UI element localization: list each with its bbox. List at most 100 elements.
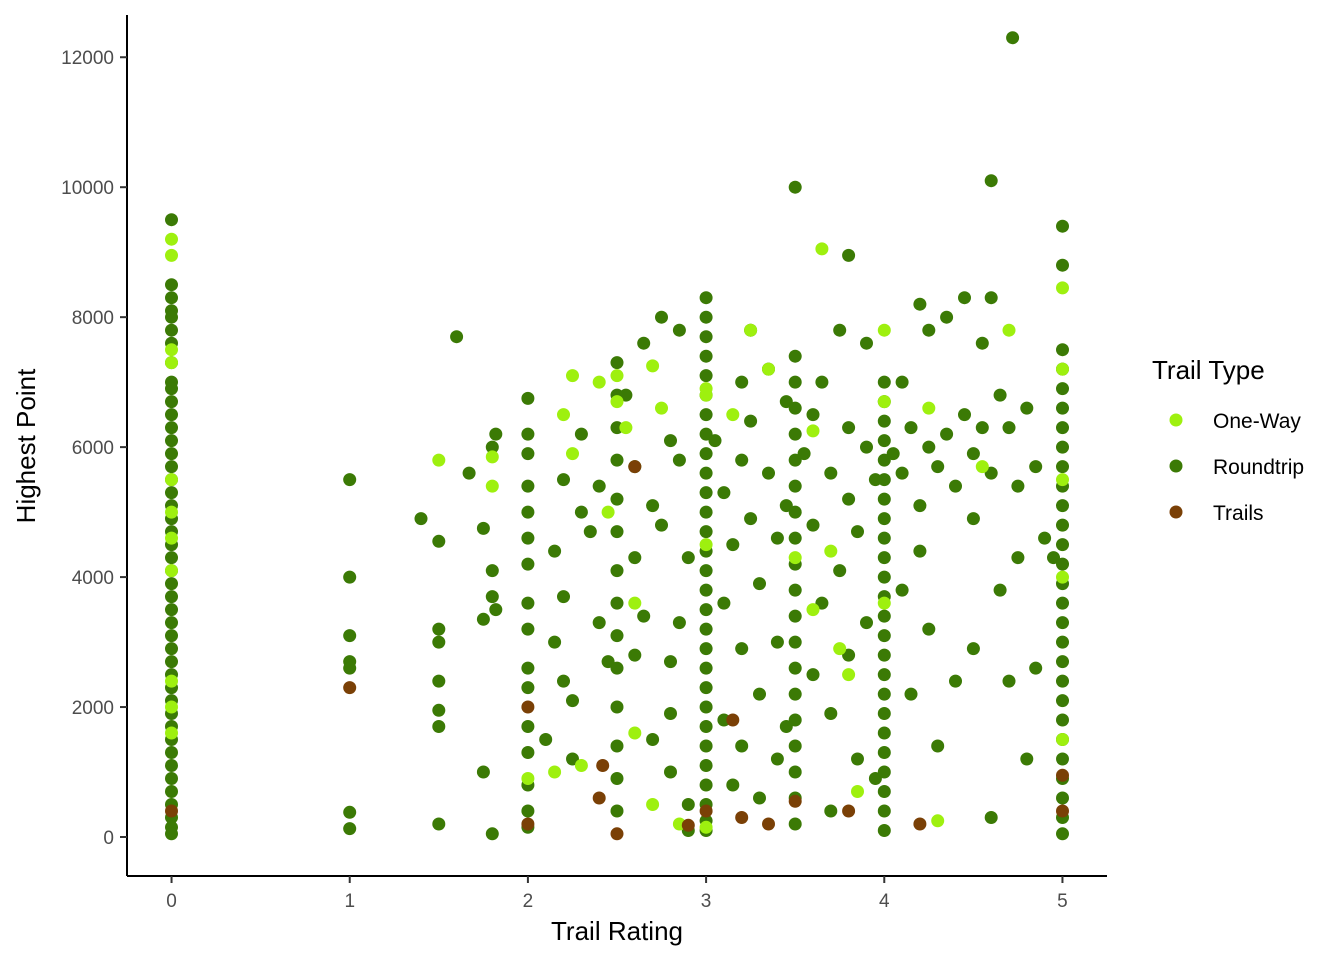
data-point [1056, 675, 1069, 688]
data-point [557, 473, 570, 486]
data-point [584, 525, 597, 538]
data-point [1056, 460, 1069, 473]
data-point [165, 727, 178, 740]
data-point [931, 814, 944, 827]
data-point [958, 408, 971, 421]
data-point [521, 805, 534, 818]
data-point [557, 590, 570, 603]
data-point [1056, 571, 1069, 584]
y-tick-label: 0 [103, 828, 114, 849]
data-point [878, 434, 891, 447]
data-point [343, 629, 356, 642]
data-point [1056, 558, 1069, 571]
data-point [593, 376, 606, 389]
y-axis-title: Highest Point [11, 368, 41, 523]
data-point [744, 324, 757, 337]
data-point [1056, 519, 1069, 532]
data-point [1011, 480, 1024, 493]
data-point [1020, 402, 1033, 415]
x-tick-label: 5 [1057, 891, 1068, 912]
data-point [807, 668, 820, 681]
data-point [165, 473, 178, 486]
data-point [940, 311, 953, 324]
data-point [611, 369, 624, 382]
data-point [1056, 636, 1069, 649]
data-point [611, 395, 624, 408]
data-point [165, 213, 178, 226]
data-point [165, 291, 178, 304]
data-point [1003, 324, 1016, 337]
data-point [566, 369, 579, 382]
data-point [521, 428, 534, 441]
data-point [619, 421, 632, 434]
data-point [1056, 694, 1069, 707]
data-point [789, 551, 802, 564]
data-point [432, 704, 445, 717]
data-point [922, 623, 935, 636]
data-point [700, 821, 713, 834]
data-point [789, 181, 802, 194]
data-point [489, 428, 502, 441]
data-point [165, 434, 178, 447]
data-point [165, 746, 178, 759]
data-point [611, 827, 624, 840]
data-point [575, 506, 588, 519]
data-point [789, 350, 802, 363]
y-tick-label: 10000 [61, 178, 114, 199]
data-point [165, 343, 178, 356]
data-point [521, 532, 534, 545]
data-point [566, 447, 579, 460]
data-point [521, 447, 534, 460]
data-point [165, 772, 178, 785]
data-point [735, 376, 748, 389]
data-point [842, 493, 855, 506]
data-point [815, 376, 828, 389]
data-point [878, 473, 891, 486]
data-point [1056, 655, 1069, 668]
data-point [744, 512, 757, 525]
data-point [655, 519, 668, 532]
data-point [824, 467, 837, 480]
data-point [165, 805, 178, 818]
data-point [976, 337, 989, 350]
data-point [789, 766, 802, 779]
data-point [789, 714, 802, 727]
data-point [1003, 421, 1016, 434]
data-point [878, 415, 891, 428]
data-point [700, 506, 713, 519]
data-point [753, 792, 766, 805]
data-point [521, 818, 534, 831]
data-point [824, 707, 837, 720]
data-point [949, 675, 962, 688]
data-point [700, 408, 713, 421]
data-point [432, 535, 445, 548]
data-point [611, 356, 624, 369]
data-point [521, 720, 534, 733]
data-point [165, 532, 178, 545]
data-point [557, 675, 570, 688]
data-point [343, 822, 356, 835]
data-point [165, 408, 178, 421]
data-point [628, 551, 641, 564]
data-point [726, 779, 739, 792]
data-point [735, 740, 748, 753]
data-point [789, 740, 802, 753]
data-point [967, 642, 980, 655]
data-point [486, 827, 499, 840]
y-tick-label: 6000 [72, 438, 114, 459]
data-point [575, 428, 588, 441]
data-point [717, 486, 730, 499]
data-point [521, 772, 534, 785]
data-point [700, 740, 713, 753]
data-point [165, 278, 178, 291]
data-point [521, 506, 534, 519]
data-point [628, 460, 641, 473]
data-point [700, 623, 713, 636]
data-point [878, 512, 891, 525]
data-point [896, 584, 909, 597]
data-point [700, 662, 713, 675]
data-point [1056, 733, 1069, 746]
data-point [700, 564, 713, 577]
